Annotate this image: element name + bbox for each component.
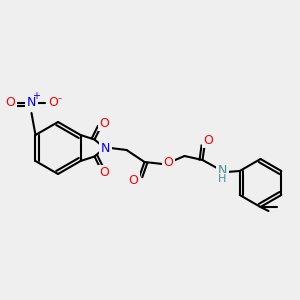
Text: O: O	[100, 166, 110, 179]
Text: O: O	[204, 134, 214, 146]
Text: N: N	[27, 97, 36, 110]
Text: O: O	[49, 97, 58, 110]
Text: O: O	[164, 155, 173, 169]
Text: -: -	[58, 93, 62, 103]
Text: O: O	[5, 97, 15, 110]
Text: N: N	[101, 142, 110, 154]
Text: +: +	[32, 91, 40, 101]
Text: O: O	[129, 173, 139, 187]
Text: O: O	[100, 117, 110, 130]
Text: H: H	[218, 174, 227, 184]
Text: N: N	[218, 164, 227, 178]
